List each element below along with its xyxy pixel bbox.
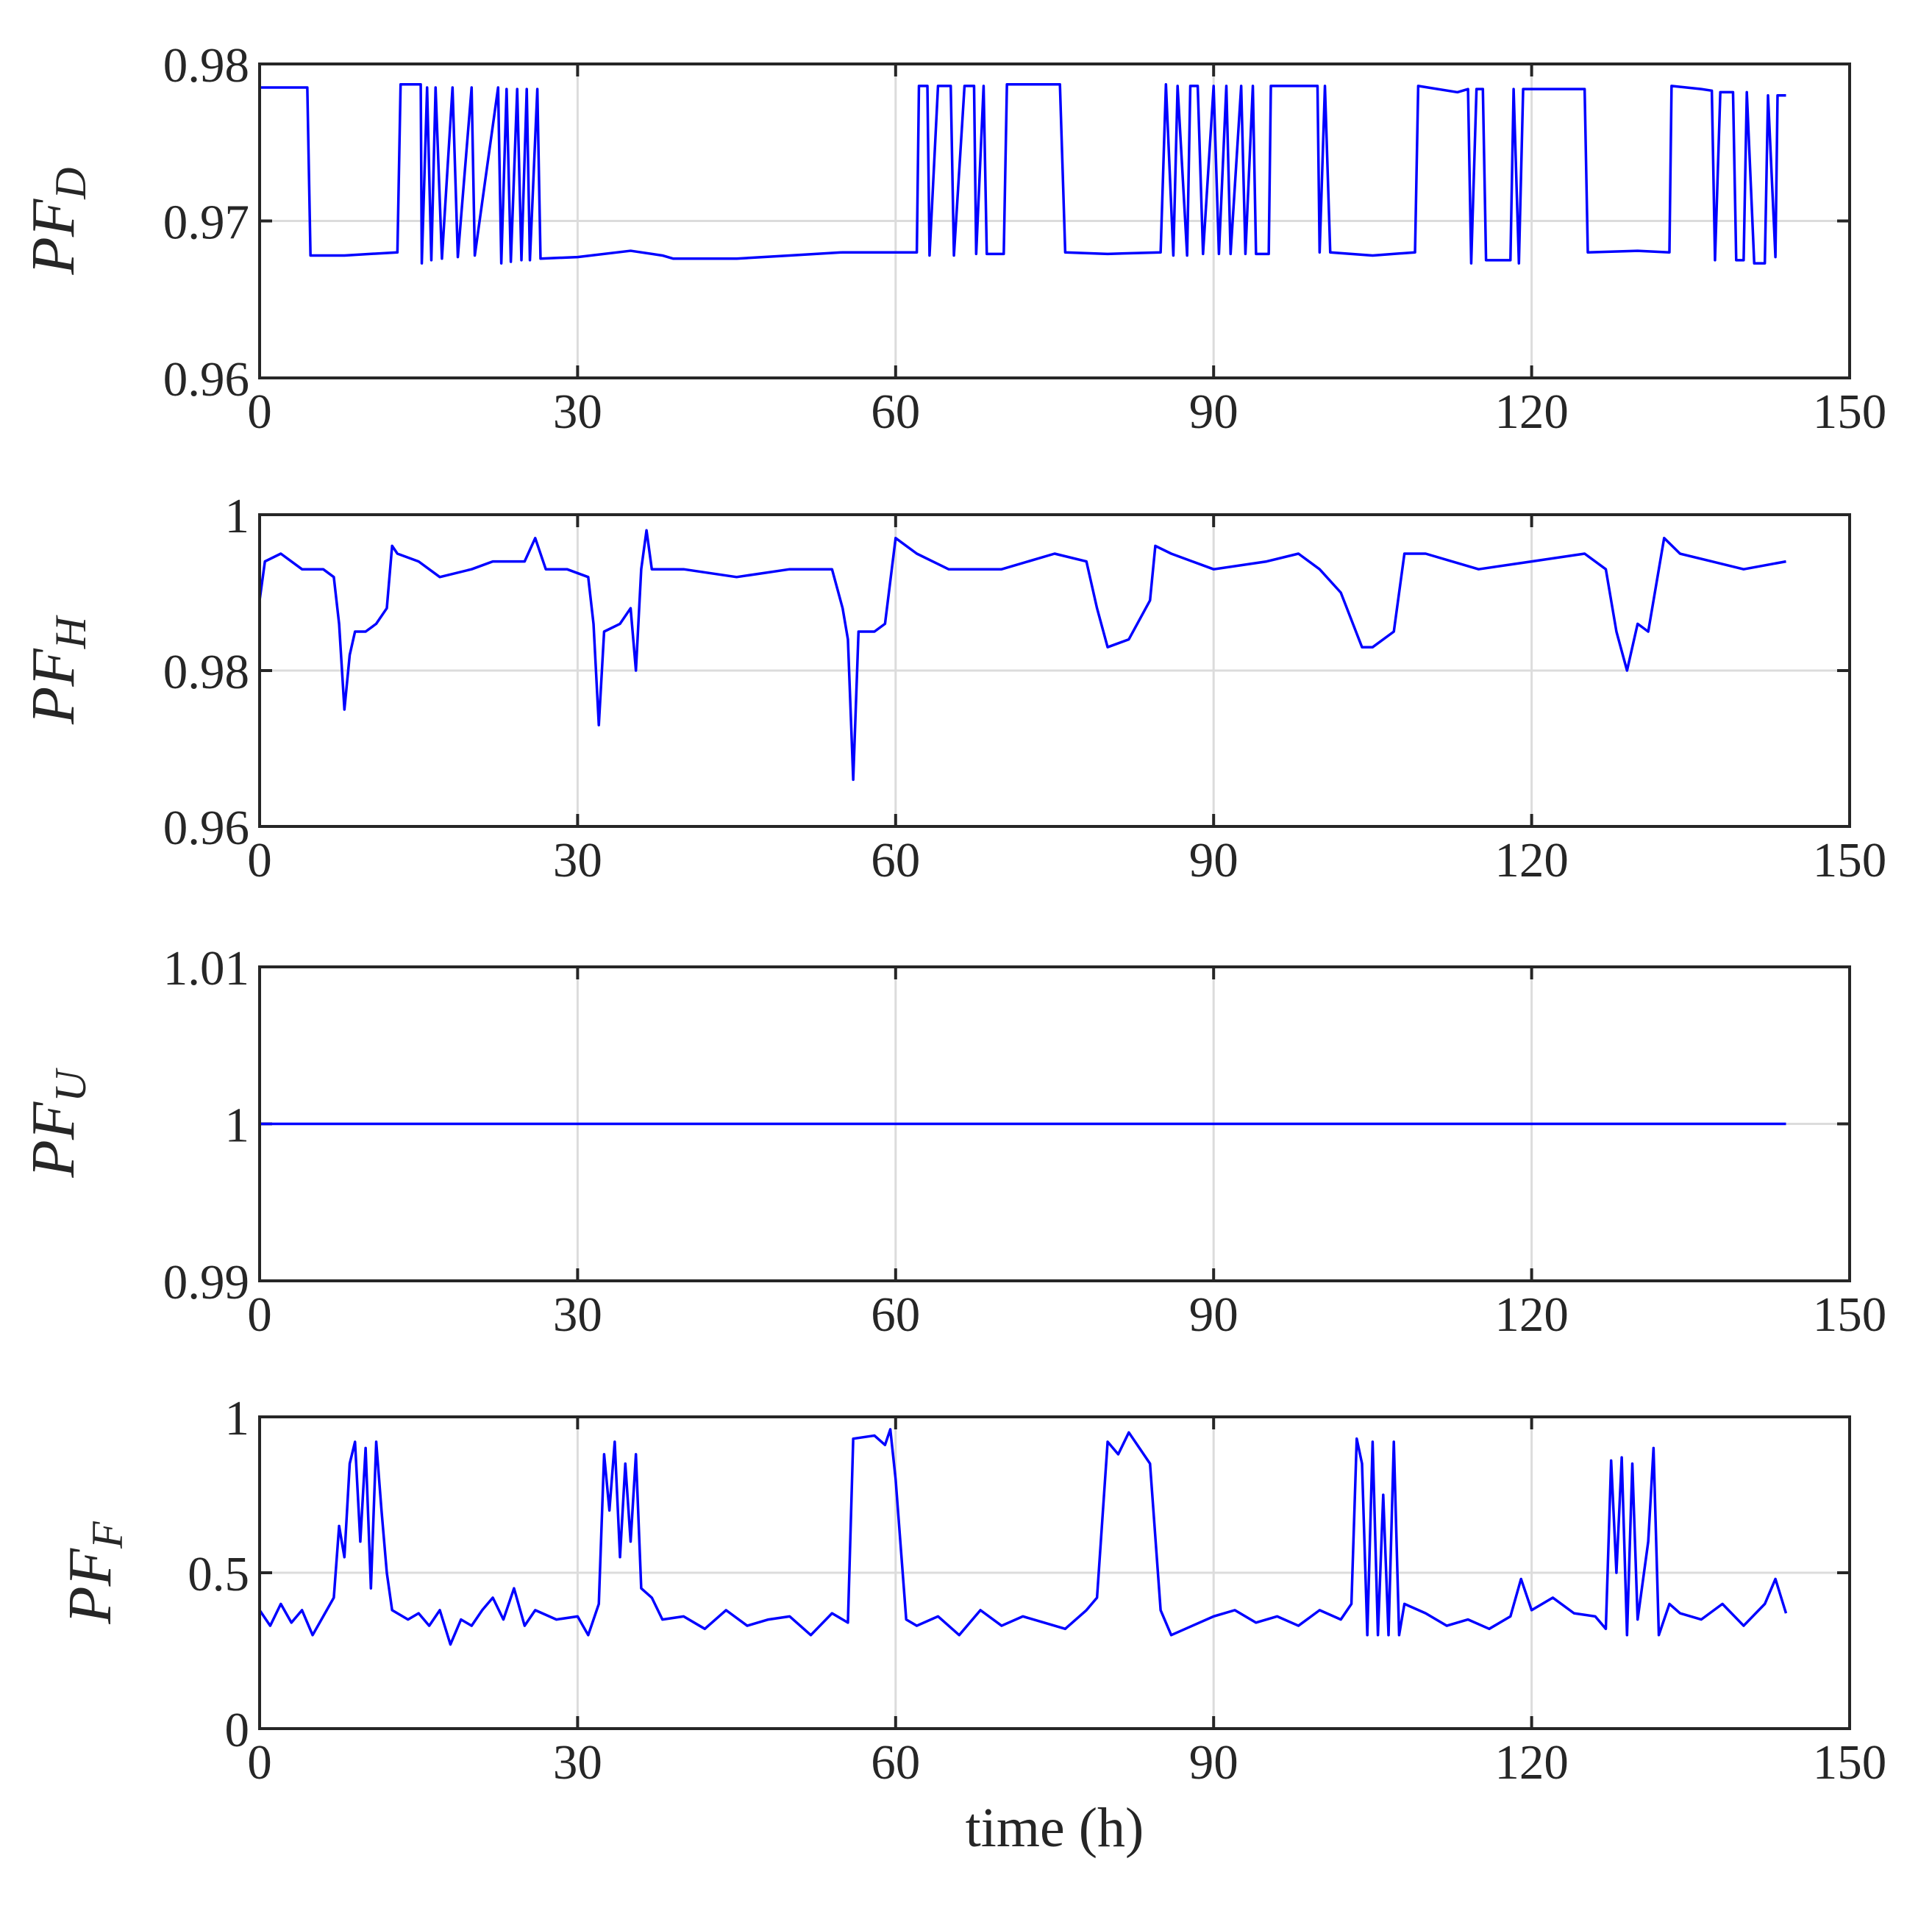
x-tick-label: 150 — [1813, 1735, 1887, 1790]
x-tick-label: 30 — [553, 385, 602, 439]
subplot: 0 30 60 90 120 150 0.96 0.97 0.98 PFD — [19, 38, 1886, 439]
y-tick-label: 0 — [225, 1703, 250, 1757]
y-tick-label: 1 — [225, 1391, 250, 1446]
x-tick-label: 150 — [1813, 833, 1887, 887]
x-tick-label: 90 — [1189, 385, 1238, 439]
x-tick-label: 90 — [1189, 1735, 1238, 1790]
subplot: 0 30 60 90 120 150 0.99 1 1.01 PFU — [19, 941, 1886, 1342]
x-tick-label: 90 — [1189, 833, 1238, 887]
y-axis-label: PFU — [19, 1068, 95, 1179]
x-tick-label: 30 — [553, 833, 602, 887]
x-tick-label: 150 — [1813, 1287, 1887, 1342]
data-line — [258, 1428, 1788, 1646]
y-label-sub: H — [46, 614, 95, 649]
x-tick-label: 60 — [871, 1735, 920, 1790]
x-tick-label: 60 — [871, 385, 920, 439]
x-tick-label: 120 — [1494, 833, 1569, 887]
y-tick-label: 0.97 — [163, 196, 249, 250]
x-tick-label: 120 — [1494, 1287, 1569, 1342]
axes-box — [258, 1415, 1851, 1730]
x-tick-label: 90 — [1189, 1287, 1238, 1342]
y-label-main: PF — [19, 1101, 88, 1178]
y-tick-label: 0.98 — [163, 645, 249, 699]
y-axis-label: PFH — [19, 614, 95, 725]
x-axis-label: time (h) — [966, 1797, 1144, 1859]
data-line — [260, 83, 1786, 265]
y-label-main: PF — [19, 648, 88, 725]
y-tick-label: 0.99 — [163, 1255, 249, 1310]
x-tick-label: 30 — [553, 1287, 602, 1342]
y-label-sub: U — [46, 1068, 95, 1102]
y-label-sub: F — [83, 1521, 132, 1549]
x-tick-label: 60 — [871, 833, 920, 887]
y-axis-label: PFD — [19, 168, 95, 276]
y-tick-label: 1.01 — [163, 941, 249, 996]
y-tick-label: 0.96 — [163, 801, 249, 855]
x-tick-label: 150 — [1813, 385, 1887, 439]
y-tick-label: 1 — [225, 489, 250, 543]
x-tick-label: 120 — [1494, 1735, 1569, 1790]
x-tick-label: 0 — [247, 833, 272, 887]
x-tick-label: 30 — [553, 1735, 602, 1790]
y-axis-label: PFF — [56, 1521, 132, 1625]
y-label-main: PF — [19, 198, 88, 275]
x-tick-label: 60 — [871, 1287, 920, 1342]
axes-box — [258, 965, 1851, 1282]
y-tick-label: 0.5 — [188, 1547, 249, 1601]
subplot: 0 30 60 90 120 150 0.96 0.98 1 PFH — [19, 489, 1886, 887]
x-tick-label: 0 — [247, 1287, 272, 1342]
y-tick-label: 0.96 — [163, 352, 249, 407]
y-tick-label: 1 — [225, 1098, 250, 1153]
x-tick-label: 0 — [247, 385, 272, 439]
y-label-main: PF — [56, 1547, 124, 1624]
axes-box — [258, 62, 1851, 379]
y-tick-label: 0.98 — [163, 38, 249, 93]
x-tick-label: 120 — [1494, 385, 1569, 439]
data-line — [258, 529, 1786, 782]
x-tick-label: 0 — [247, 1735, 272, 1790]
axes-box — [258, 513, 1851, 828]
y-label-sub: D — [46, 168, 95, 200]
